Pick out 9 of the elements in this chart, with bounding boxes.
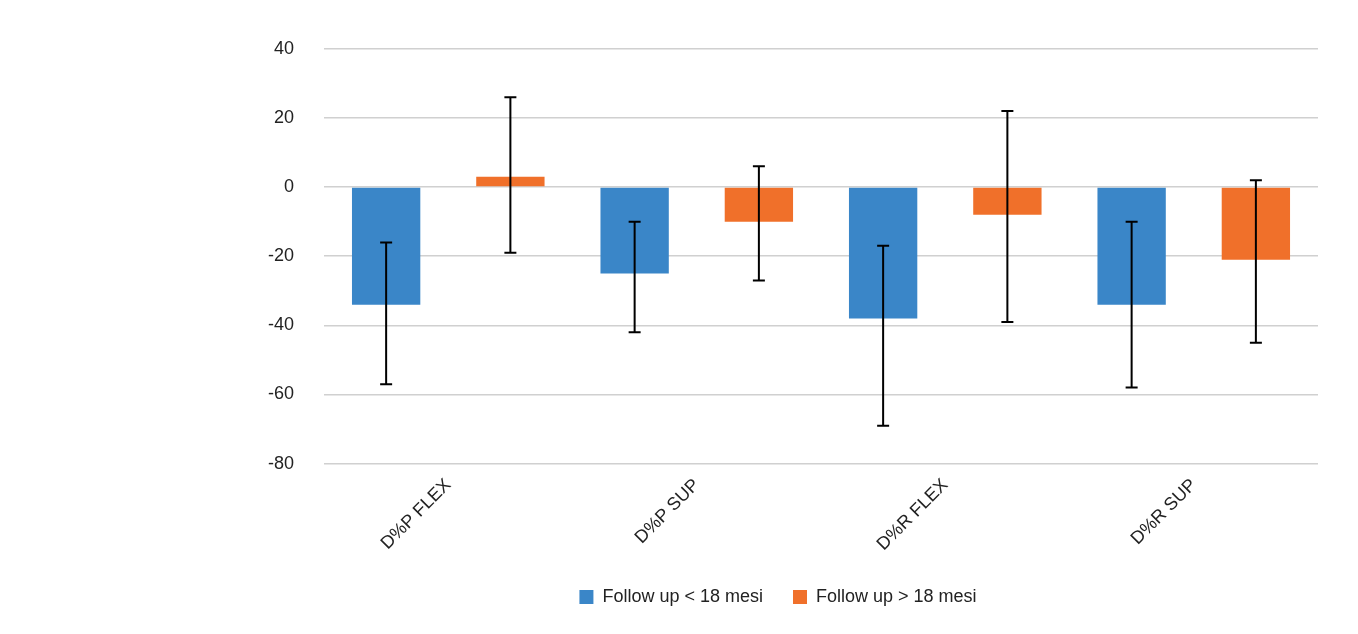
y-tick-label: -20 (268, 245, 295, 266)
legend-label: Follow up < 18 mesi (602, 585, 763, 606)
y-tick-label: 40 (273, 37, 295, 58)
y-tick-label: 0 (284, 176, 295, 197)
y-tick-label: -60 (268, 383, 295, 404)
legend-label: Follow up > 18 mesi (816, 585, 977, 606)
y-tick-label: -80 (268, 452, 295, 473)
y-tick-label: 20 (273, 106, 295, 127)
y-tick-label: -40 (268, 314, 295, 335)
